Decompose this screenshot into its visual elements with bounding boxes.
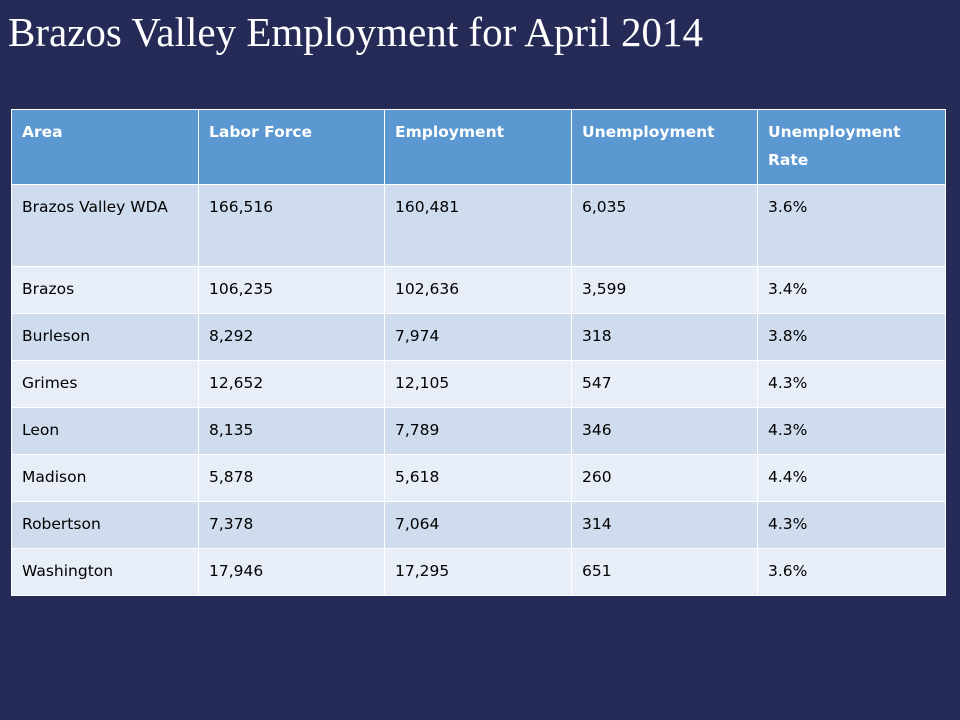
cell-employment: 7,789 bbox=[384, 407, 572, 455]
cell-employment: 12,105 bbox=[384, 360, 572, 408]
cell-employment: 5,618 bbox=[384, 454, 572, 502]
cell-unemployment-rate: 3.8% bbox=[757, 313, 946, 361]
header-unemployment: Unemployment bbox=[571, 109, 758, 185]
table-body: Brazos Valley WDA 166,516 160,481 6,035 … bbox=[11, 184, 946, 596]
header-row: Area Labor Force Employment Unemployment… bbox=[11, 109, 946, 185]
cell-labor-force: 12,652 bbox=[198, 360, 385, 408]
cell-unemployment: 260 bbox=[571, 454, 758, 502]
cell-unemployment: 346 bbox=[571, 407, 758, 455]
cell-labor-force: 106,235 bbox=[198, 266, 385, 314]
cell-area: Robertson bbox=[11, 501, 199, 549]
cell-unemployment: 318 bbox=[571, 313, 758, 361]
cell-labor-force: 8,292 bbox=[198, 313, 385, 361]
cell-unemployment-rate: 3.6% bbox=[757, 184, 946, 267]
cell-area: Grimes bbox=[11, 360, 199, 408]
cell-employment: 102,636 bbox=[384, 266, 572, 314]
cell-unemployment: 651 bbox=[571, 548, 758, 596]
cell-unemployment-rate: 4.3% bbox=[757, 360, 946, 408]
cell-employment: 17,295 bbox=[384, 548, 572, 596]
cell-unemployment-rate: 3.6% bbox=[757, 548, 946, 596]
cell-area: Burleson bbox=[11, 313, 199, 361]
cell-unemployment-rate: 4.3% bbox=[757, 407, 946, 455]
cell-area: Brazos bbox=[11, 266, 199, 314]
cell-labor-force: 5,878 bbox=[198, 454, 385, 502]
cell-unemployment: 3,599 bbox=[571, 266, 758, 314]
cell-labor-force: 17,946 bbox=[198, 548, 385, 596]
cell-unemployment-rate: 3.4% bbox=[757, 266, 946, 314]
cell-employment: 7,974 bbox=[384, 313, 572, 361]
table-row: Leon 8,135 7,789 346 4.3% bbox=[11, 407, 946, 455]
header-labor-force: Labor Force bbox=[198, 109, 385, 185]
employment-table: Area Labor Force Employment Unemployment… bbox=[11, 109, 946, 596]
header-unemployment-rate: Unemployment Rate bbox=[757, 109, 946, 185]
table-row: Grimes 12,652 12,105 547 4.3% bbox=[11, 360, 946, 408]
table-row: Washington 17,946 17,295 651 3.6% bbox=[11, 548, 946, 596]
cell-unemployment-rate: 4.3% bbox=[757, 501, 946, 549]
cell-labor-force: 7,378 bbox=[198, 501, 385, 549]
cell-employment: 7,064 bbox=[384, 501, 572, 549]
cell-unemployment-rate: 4.4% bbox=[757, 454, 946, 502]
cell-area: Leon bbox=[11, 407, 199, 455]
table-row: Brazos 106,235 102,636 3,599 3.4% bbox=[11, 266, 946, 314]
header-employment: Employment bbox=[384, 109, 572, 185]
table-row: Madison 5,878 5,618 260 4.4% bbox=[11, 454, 946, 502]
cell-area: Brazos Valley WDA bbox=[11, 184, 199, 267]
table-row: Robertson 7,378 7,064 314 4.3% bbox=[11, 501, 946, 549]
cell-unemployment: 6,035 bbox=[571, 184, 758, 267]
table-header: Area Labor Force Employment Unemployment… bbox=[11, 109, 946, 185]
cell-unemployment: 314 bbox=[571, 501, 758, 549]
header-area: Area bbox=[11, 109, 199, 185]
cell-labor-force: 8,135 bbox=[198, 407, 385, 455]
table-row: Burleson 8,292 7,974 318 3.8% bbox=[11, 313, 946, 361]
cell-employment: 160,481 bbox=[384, 184, 572, 267]
slide-title: Brazos Valley Employment for April 2014 bbox=[8, 9, 703, 55]
cell-unemployment: 547 bbox=[571, 360, 758, 408]
cell-area: Washington bbox=[11, 548, 199, 596]
cell-area: Madison bbox=[11, 454, 199, 502]
table-row: Brazos Valley WDA 166,516 160,481 6,035 … bbox=[11, 184, 946, 267]
cell-labor-force: 166,516 bbox=[198, 184, 385, 267]
